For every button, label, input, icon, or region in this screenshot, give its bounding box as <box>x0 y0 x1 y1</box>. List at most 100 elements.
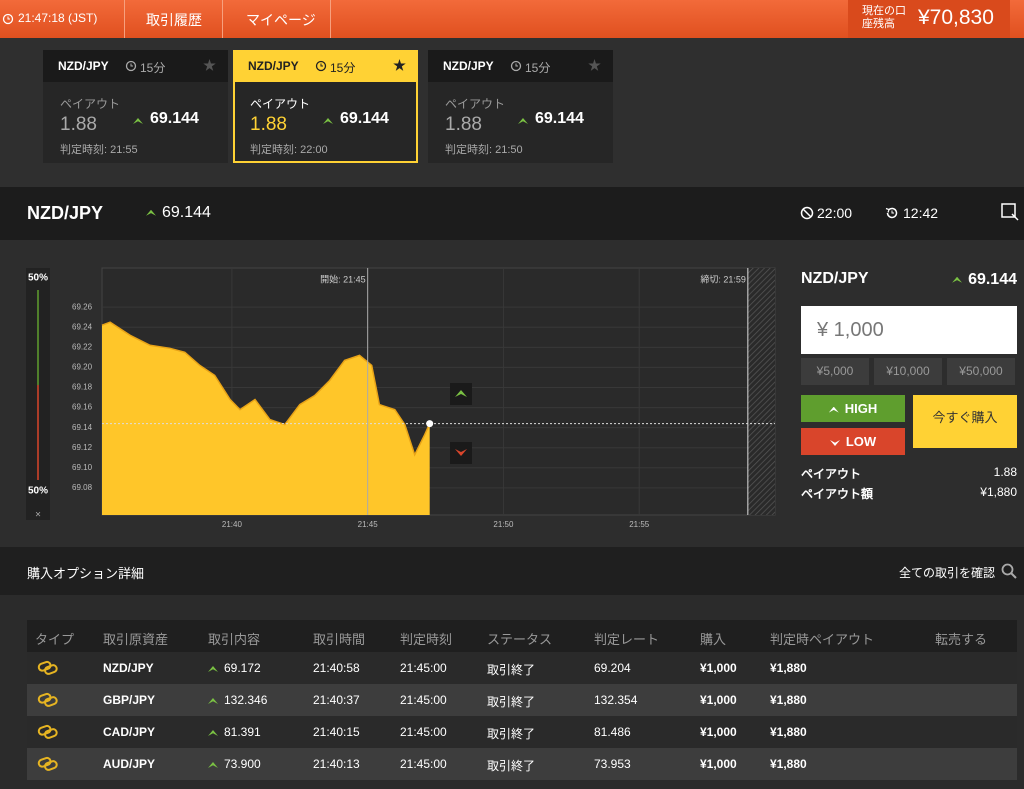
type-icon <box>37 692 58 707</box>
pair-card[interactable]: NZD/JPY 15分 ペイアウト 1.88 69.144 判定時刻: 21:50 <box>428 50 613 163</box>
card-pair: NZD/JPY <box>58 59 109 73</box>
cell: NZD/JPY <box>103 661 154 675</box>
low-label: LOW <box>845 434 877 449</box>
annotation-label: 開始: 21:45 <box>320 273 366 284</box>
payout-amount-value: ¥1,880 <box>980 485 1017 499</box>
cell: 取引終了 <box>487 759 536 773</box>
clock-icon <box>2 13 14 25</box>
chart: 50% 50% × 69.08 69.10 69.12 69.14 69.16 69.18 69.… <box>26 267 776 529</box>
star-icon[interactable] <box>588 59 601 71</box>
up-arrow <box>133 118 143 124</box>
column-header: 判定時ペイアウト <box>770 632 875 647</box>
x-tick-label: 21:45 <box>358 520 379 529</box>
cell: 81.391 <box>224 725 261 739</box>
all-trades-link[interactable]: 全ての取引を確認 <box>898 566 995 580</box>
divider <box>330 0 331 38</box>
cell: 132.354 <box>594 693 638 707</box>
low-marker-arrow <box>455 449 467 456</box>
y-tick-label: 69.08 <box>72 483 93 492</box>
cell: 21:40:37 <box>313 693 360 707</box>
quick-amount[interactable]: ¥10,000 <box>874 358 942 385</box>
y-tick-label: 69.12 <box>72 443 93 452</box>
cell: ¥1,880 <box>770 725 807 739</box>
table-row: NZD/JPY 69.172 21:40:58 21:45:00 取引終了 69.204 ¥… <box>27 652 1017 684</box>
cell: ¥1,880 <box>770 757 807 771</box>
cell: ¥1,000 <box>700 661 737 675</box>
cell: 取引終了 <box>487 663 536 677</box>
cell: 21:45:00 <box>400 693 447 707</box>
balance-value: ¥70,830 <box>918 6 994 29</box>
y-tick-label: 69.26 <box>72 302 93 311</box>
up-arrow <box>208 762 218 768</box>
card-duration: 15分 <box>525 61 551 75</box>
nav-mypage[interactable]: マイページ <box>246 12 316 28</box>
y-tick-label: 69.14 <box>72 423 93 432</box>
details-bar: 購入オプション詳細 全ての取引を確認 <box>0 547 1024 595</box>
star-icon[interactable] <box>203 59 216 71</box>
up-arrow <box>208 730 218 736</box>
card-payout-label: ペイアウト <box>250 97 311 111</box>
gauge-bottom: 50% <box>28 486 48 497</box>
card-header: NZD/JPY 15分 <box>43 50 228 82</box>
table-header: タイプ 取引原資産 取引内容 取引時間 判定時刻 ステータス 判定レート 購入 判定時ペイアウト… <box>27 620 1017 652</box>
divider <box>124 0 125 38</box>
high-button[interactable]: HIGH <box>801 395 905 422</box>
pair-card[interactable]: NZD/JPY 15分 ペイアウト 1.88 69.144 判定時刻: 22:00 <box>233 50 418 163</box>
cell: CAD/JPY <box>103 725 156 739</box>
annotation-label: 締切: 21:59 <box>700 273 746 284</box>
card-payout: 1.88 <box>250 114 287 135</box>
pair-card[interactable]: NZD/JPY 15分 ペイアウト 1.88 69.144 判定時刻: 21:55 <box>43 50 228 163</box>
card-payout: 1.88 <box>60 114 97 135</box>
cell: 132.346 <box>224 693 268 707</box>
star-icon[interactable] <box>393 59 406 71</box>
cell: 69.204 <box>594 661 631 675</box>
up-arrow <box>208 698 218 704</box>
high-marker-arrow <box>455 390 467 397</box>
up-arrow <box>323 118 333 124</box>
panel-pair: NZD/JPY <box>27 203 104 223</box>
card-payout: 1.88 <box>445 114 482 135</box>
panel-header: NZD/JPY 69.144 22:00 12:42 <box>0 187 1024 240</box>
y-tick-label: 69.10 <box>72 463 93 472</box>
order-rate: 69.144 <box>968 271 1017 288</box>
column-header: 購入 <box>700 632 727 647</box>
close-icon <box>800 206 814 220</box>
column-header: 転売する <box>935 632 988 647</box>
amount-value: ¥ 1,000 <box>817 319 884 341</box>
column-header: 取引時間 <box>313 632 366 647</box>
cell: ¥1,880 <box>770 661 807 675</box>
clock-icon <box>125 60 137 72</box>
payout-amount-label: ペイアウト額 <box>801 487 874 501</box>
history-icon <box>885 207 898 219</box>
quick-amount[interactable]: ¥5,000 <box>801 358 869 385</box>
x-tick-label: 21:55 <box>629 520 650 529</box>
nav-history[interactable]: 取引履歴 <box>146 12 202 28</box>
card-rate: 69.144 <box>535 110 584 127</box>
x-tick-label: 21:40 <box>222 520 243 529</box>
price-line <box>101 321 431 457</box>
card-judge-time: 判定時刻: 21:55 <box>60 144 138 156</box>
buy-button[interactable]: 今すぐ購入 <box>913 395 1017 448</box>
y-tick-label: 69.22 <box>72 342 93 351</box>
panel-rate: 69.144 <box>162 204 211 221</box>
order-pair: NZD/JPY <box>801 270 869 287</box>
column-header: ステータス <box>487 632 553 647</box>
up-arrow <box>518 118 528 124</box>
amount-input[interactable]: ¥ 1,000 <box>801 306 1017 354</box>
low-button[interactable]: LOW <box>801 428 905 455</box>
x-tick-label: 21:50 <box>493 520 514 529</box>
cell: 21:45:00 <box>400 725 447 739</box>
balance-label: 現在の口座残高 <box>862 5 906 30</box>
expand-icon[interactable] <box>1001 203 1019 221</box>
search-icon[interactable] <box>1001 563 1017 579</box>
trades-table: タイプ 取引原資産 取引内容 取引時間 判定時刻 ステータス 判定レート 購入 判定時ペイアウト… <box>27 620 1017 782</box>
cell: 69.172 <box>224 661 261 675</box>
y-tick-label: 69.20 <box>72 363 93 372</box>
cell: 21:40:15 <box>313 725 360 739</box>
quick-amount[interactable]: ¥50,000 <box>947 358 1015 385</box>
cell: ¥1,000 <box>700 757 737 771</box>
cell: AUD/JPY <box>103 757 156 771</box>
up-arrow <box>208 666 218 672</box>
order-rate-box: 69.144 <box>952 271 1017 289</box>
card-pair: NZD/JPY <box>443 59 494 73</box>
